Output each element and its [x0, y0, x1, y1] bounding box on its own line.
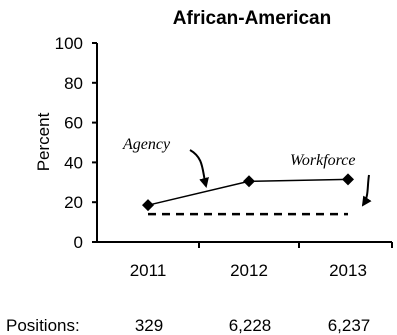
y-tick-label: 80	[64, 74, 83, 93]
x-tick-labels: 2011 2012 2013	[130, 242, 393, 280]
agency-data-point	[142, 199, 154, 212]
x-tick-label: 2013	[329, 261, 367, 280]
axes	[96, 43, 392, 243]
y-tick-label: 0	[74, 233, 83, 252]
positions-value: 6,237	[328, 316, 371, 335]
y-tick-label: 100	[55, 34, 83, 53]
agency-annotation: Agency	[122, 136, 209, 188]
y-tick-label: 40	[64, 153, 83, 172]
series-group	[142, 173, 354, 216]
agency-arrow	[189, 149, 209, 188]
y-tick-label: 60	[64, 114, 83, 133]
x-tick-label: 2012	[230, 261, 268, 280]
x-tick-label: 2011	[130, 261, 167, 280]
positions-values: 329 6,228 6,237	[135, 316, 370, 335]
y-tick-label: 20	[64, 193, 83, 212]
positions-value: 6,228	[229, 316, 272, 335]
series-label-workforce: Workforce	[290, 152, 355, 169]
y-tick-labels: 0 20 40 60 80 100	[55, 34, 97, 252]
series-label-agency: Agency	[122, 136, 171, 153]
workforce-arrow	[361, 174, 372, 207]
agency-data-point	[243, 175, 255, 188]
chart-title: African-American	[173, 8, 331, 29]
y-axis-label: Percent	[34, 112, 53, 171]
positions-label: Positions:	[6, 316, 80, 335]
positions-value: 329	[135, 316, 163, 335]
agency-data-point	[342, 173, 354, 186]
workforce-annotation: Workforce	[290, 152, 372, 207]
